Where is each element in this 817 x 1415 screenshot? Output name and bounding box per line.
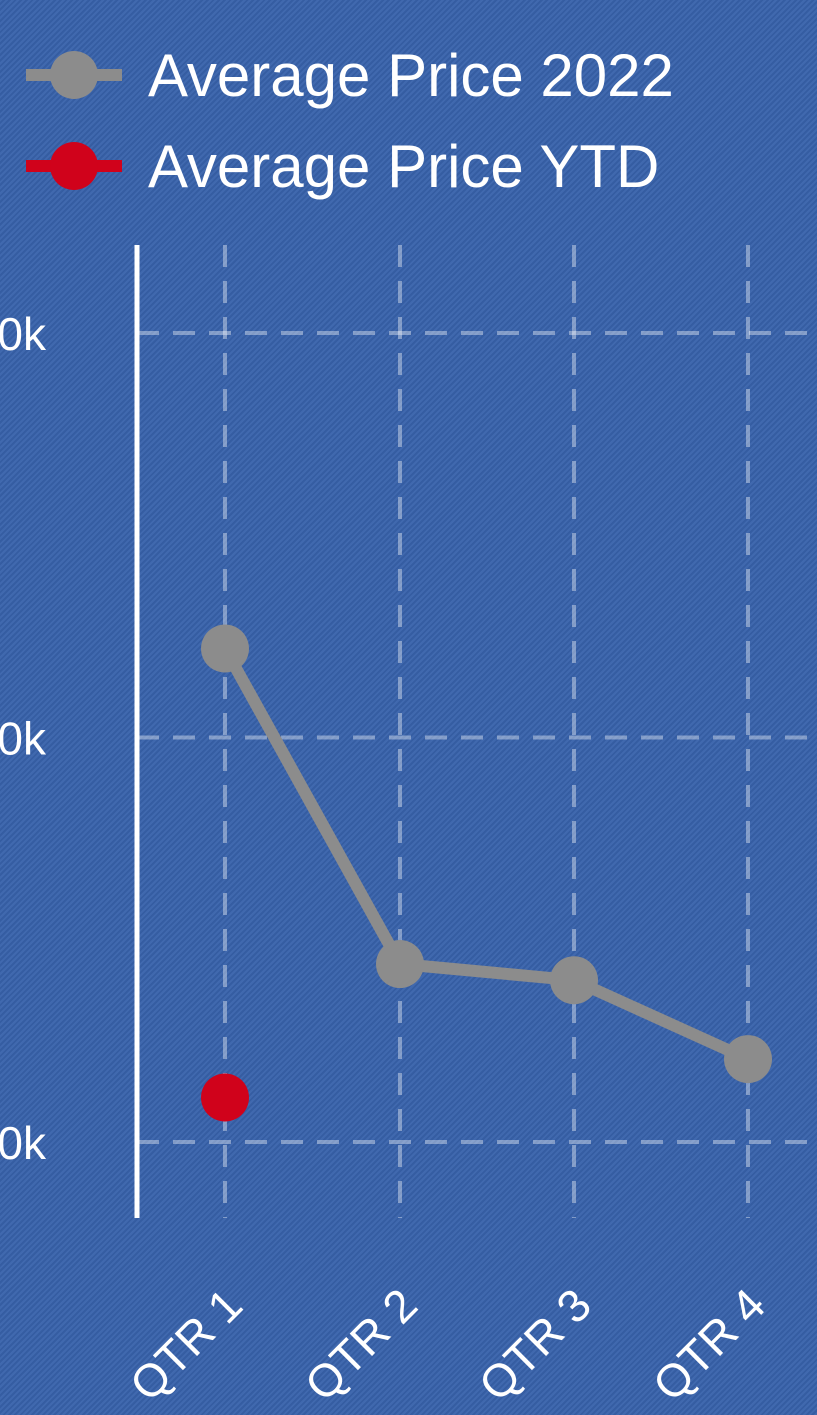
x-tick-label: QTR 4 <box>643 1278 776 1411</box>
tick-layer: 0k 0k 0k QTR 1 QTR 2 QTR 3 QTR 4 <box>0 308 775 1411</box>
legend-marker <box>50 51 98 99</box>
series-line <box>219 645 751 1065</box>
legend-label: Average Price 2022 <box>148 42 674 109</box>
legend-marker <box>50 142 98 190</box>
data-point <box>201 1073 249 1122</box>
y-tick-label: 0k <box>0 713 47 765</box>
x-tick-label: QTR 1 <box>120 1278 253 1411</box>
data-point <box>724 1035 772 1084</box>
y-tick-label: 0k <box>0 1117 47 1169</box>
x-tick-label: QTR 3 <box>469 1278 602 1411</box>
data-point <box>201 624 249 673</box>
grid-layer <box>137 245 817 1218</box>
y-tick-label: 0k <box>0 308 47 360</box>
data-point <box>376 940 424 989</box>
x-tick-label: QTR 2 <box>295 1278 428 1411</box>
legend-label: Average Price YTD <box>148 133 659 200</box>
data-point <box>550 956 598 1005</box>
legend: Average Price 2022 Average Price YTD <box>26 42 674 200</box>
series-layer <box>201 624 772 1122</box>
